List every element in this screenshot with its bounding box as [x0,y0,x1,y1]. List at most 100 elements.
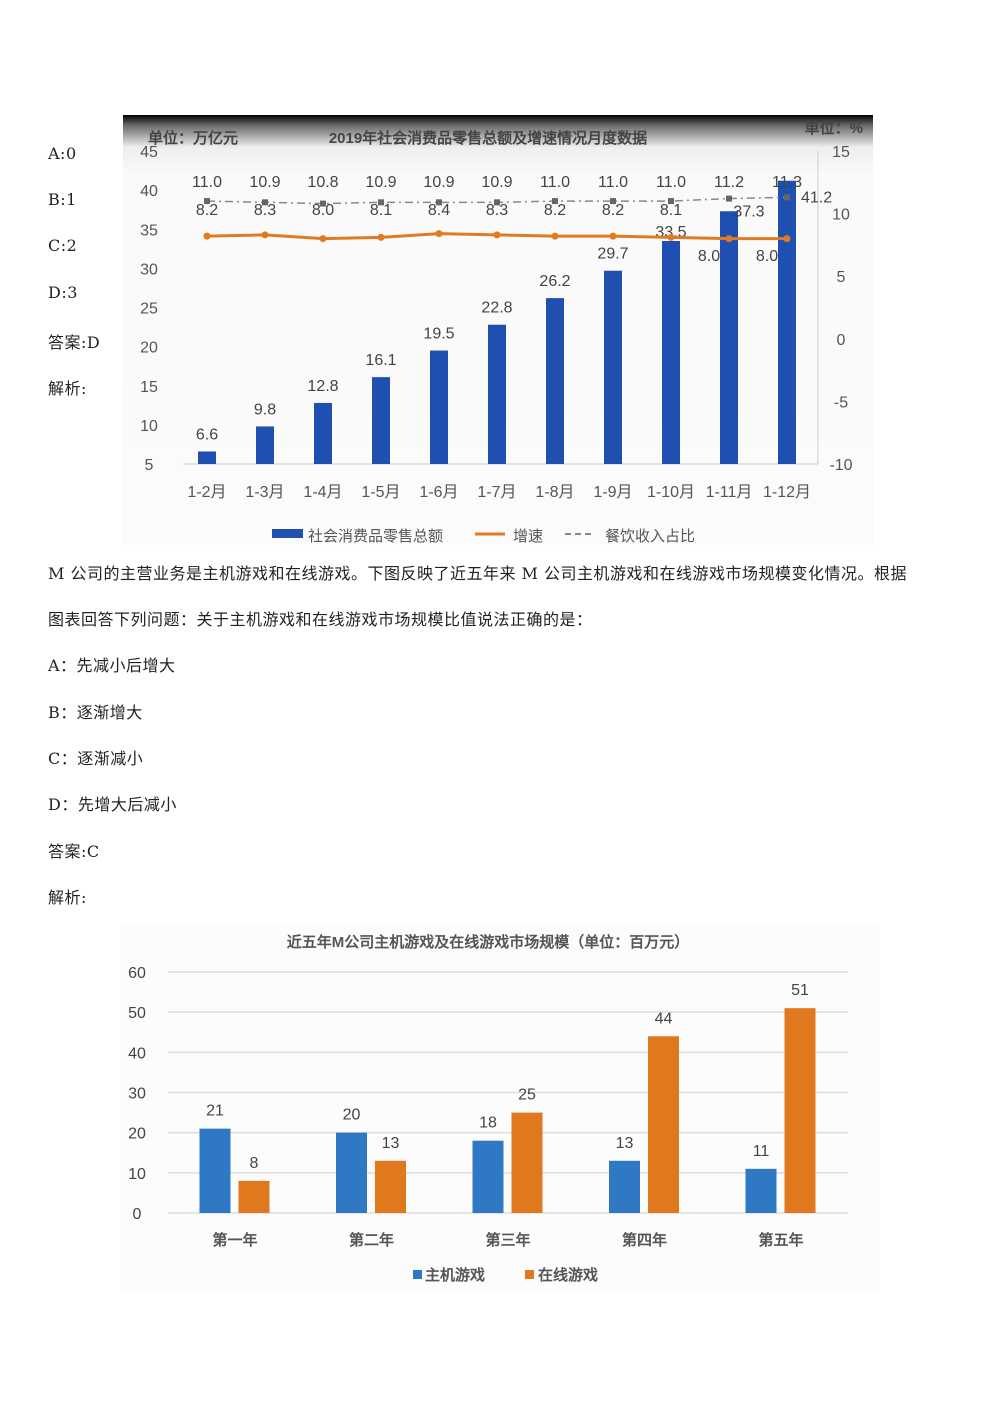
retail-sales-chart: 单位：万亿元 2019年社会消费品零售总额及增速情况月度数据 单位：% 45 40 35 3… [123,115,873,545]
chart-title: 近五年M公司主机游戏及在线游戏市场规模（单位：百万元） [287,933,690,951]
analysis-q1: 解析: [48,379,87,398]
bar [662,240,680,464]
option-c-q1: C:2 [48,236,78,255]
legend-growth-label: 增速 [513,528,543,545]
y-tick-label: 20 [140,340,158,357]
y-tick-label: 50 [128,1005,146,1022]
bar-value-label: 25 [518,1087,536,1104]
growth-point [435,230,443,238]
y-tick-label: 10 [128,1166,146,1183]
bar-value-label: 12.8 [307,378,338,395]
retail-sales-chart-svg: 单位：万亿元 2019年社会消费品零售总额及增速情况月度数据 单位：% 45 40 35 3… [140,119,863,545]
growth-point [725,235,733,243]
option-a-q1: A:0 [48,144,77,163]
bar-value-label: 18 [479,1115,497,1132]
bar [784,1008,816,1213]
y-tick-label: 45 [140,144,158,161]
y-tick-label: 35 [140,222,158,239]
y-tick-label: 40 [128,1045,146,1062]
y2-tick-label: -5 [834,394,848,411]
bar [198,451,216,464]
bar-value-label: 51 [791,982,809,999]
analysis-q2: 解析: [48,888,87,907]
y-tick-label: 0 [133,1206,142,1223]
bar-value-label: 8 [250,1155,259,1172]
catering-share-label: 10.9 [365,174,396,191]
x-tick-label: 第二年 [349,1231,394,1249]
bar-value-label: 37.3 [733,203,764,220]
y-tick-label: 5 [145,457,154,474]
growth-point [319,235,327,243]
y2-tick-label: 15 [832,144,850,161]
legend-catering-label: 餐饮收入占比 [605,528,695,545]
question-text-line2: 图表回答下列问题：关于主机游戏和在线游戏市场规模比值说法正确的是： [48,610,593,629]
y2-tick-label: 5 [837,269,846,286]
bar [336,1132,367,1213]
growth-label: 8.2 [196,202,218,219]
y-tick-label: 25 [140,301,158,318]
x-tick-label: 1-7月 [477,484,516,501]
legend-online-swatch [525,1270,534,1279]
x-tick-label: 1-3月 [245,484,284,501]
bar [609,1160,640,1213]
bar-value-label: 41.2 [801,190,832,207]
bar [372,377,390,464]
bar-value-label: 16.1 [365,352,396,369]
bar-value-label: 29.7 [597,246,628,263]
legend-online-label: 在线游戏 [538,1266,598,1284]
catering-share-point [494,199,500,206]
y2-tick-label: -10 [829,457,852,474]
catering-share-label: 11.0 [192,174,222,191]
growth-point [261,231,269,239]
x-tick-label: 第三年 [485,1231,530,1249]
x-tick-label: 1-2月 [187,484,226,501]
bar-value-label: 26.2 [539,273,570,290]
bar [720,211,738,464]
bar-value-label: 22.8 [481,300,512,317]
x-tick-label: 1-11月 [706,484,753,501]
x-tick-label: 1-10月 [647,484,695,501]
bar-value-label: 13 [382,1135,400,1152]
growth-label: 8.1 [660,202,682,219]
growth-point [493,231,501,239]
answer-q2: 答案:C [48,842,100,861]
bar [199,1128,231,1213]
bar-value-label: 21 [206,1103,224,1120]
y-tick-label: 30 [128,1086,146,1103]
catering-share-label: 11.0 [598,174,628,191]
option-d-q1: D:3 [48,283,78,302]
bar [604,270,622,464]
catering-share-label: 11.2 [714,174,744,191]
catering-share-point [378,199,384,206]
y-tick-label: 60 [128,965,146,982]
growth-point [377,233,385,241]
x-tick-label: 1-4月 [303,484,342,501]
bar-value-label: 19.5 [423,326,454,343]
option-b-q2: B：逐渐增大 [48,703,143,722]
legend-console-swatch [413,1270,422,1279]
left-unit-label: 单位：万亿元 [148,129,238,147]
bar [472,1140,504,1213]
growth-label: 8.2 [602,202,624,219]
answer-q1: 答案:D [48,333,101,352]
bar [546,298,564,464]
game-market-chart-svg: 近五年M公司主机游戏及在线游戏市场规模（单位：百万元） 0 10 20 30 40 50 60… [128,933,848,1284]
option-c-q2: C：逐渐减小 [48,749,144,768]
bar-value-label: 44 [655,1010,673,1027]
x-tick-label: 1-12月 [763,484,811,501]
x-tick-label: 1-5月 [361,484,400,501]
chart-title: 2019年社会消费品零售总额及增速情况月度数据 [329,129,647,147]
option-a-q2: A：先减小后增大 [48,656,176,675]
catering-share-point [784,194,790,201]
bar-value-label: 13 [616,1135,634,1152]
y2-tick-label: 0 [837,332,846,349]
bar [511,1112,543,1213]
catering-share-label: 11.3 [772,174,802,191]
catering-share-label: 10.9 [423,174,454,191]
catering-share-point [436,199,442,206]
bar [778,180,796,465]
bar-value-label: 9.8 [254,401,276,418]
growth-label: 8.3 [486,202,508,219]
bar-value-label: 6.6 [196,426,218,443]
bar [238,1180,270,1213]
